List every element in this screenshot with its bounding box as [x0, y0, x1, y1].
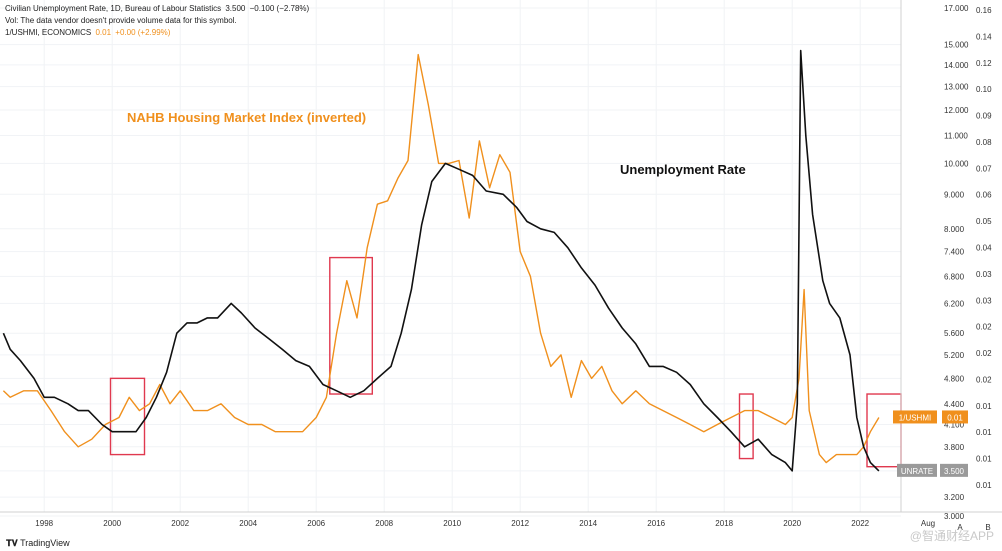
right-tick-label: 0.14	[976, 32, 992, 41]
x-tick-label: 1998	[35, 519, 53, 528]
time-axis[interactable]: 1998 2000 2002 2004 2006 2008 2010 2012 2014 2016…	[35, 519, 935, 528]
nahb-line	[2, 53, 880, 464]
left-tick-label: 10.000	[944, 159, 969, 168]
unrate-line	[2, 49, 880, 472]
left-tick-label: 5.600	[944, 329, 965, 338]
left-tick-label: 3.000	[944, 512, 965, 521]
right-tick-label: 0.05	[976, 217, 992, 226]
x-tick-label: 2000	[103, 519, 121, 528]
left-tick-label: 3.200	[944, 493, 965, 502]
grid-lines	[0, 0, 901, 517]
annotation-unrate: Unemployment Rate	[620, 162, 746, 177]
tradingview-logo-icon: 𝐓𝐕	[6, 538, 18, 548]
x-tick-label: 2018	[715, 519, 733, 528]
last-value-tags: 1/USHMI 0.01 UNRATE 3.500	[893, 410, 968, 477]
tradingview-label: TradingView	[20, 538, 70, 548]
left-tick-label: 9.000	[944, 190, 965, 199]
right-tick-label: 0.09	[976, 112, 992, 121]
right-col-label: B	[985, 523, 990, 532]
right-tick-label: 0.03	[976, 270, 992, 279]
legend-nahb-symbol: 1/USHMI, ECONOMICS	[5, 28, 92, 37]
right-tick-label: 0.02	[976, 323, 992, 332]
unrate-value-tag-label: 3.500	[944, 467, 965, 476]
legend-unrate-change: −0.100 (−2.78%)	[249, 4, 310, 13]
left-tick-label: 6.800	[944, 272, 965, 281]
series-lines	[2, 49, 880, 472]
right-tick-label: 0.06	[976, 191, 992, 200]
left-tick-label: 11.000	[944, 131, 968, 140]
x-tick-label: 2010	[443, 519, 461, 528]
legend-unrate-title: Civilian Unemployment Rate, 1D, Bureau o…	[5, 4, 222, 13]
highlight-box-3	[738, 393, 754, 460]
x-tick-label: 2022	[851, 519, 869, 528]
left-tick-label: 4.400	[944, 400, 965, 409]
right-tick-label: 0.02	[976, 349, 992, 358]
right-tick-label: 0.12	[976, 59, 992, 68]
right-col-label: A	[957, 523, 963, 532]
x-tick-label: 2016	[647, 519, 665, 528]
nahb-value-tag	[942, 410, 968, 424]
left-tick-label: 7.400	[944, 248, 965, 257]
x-tick-label: 2020	[783, 519, 801, 528]
annotation-nahb: NAHB Housing Market Index (inverted)	[127, 110, 366, 125]
legend-volume-note: Vol: The data vendor doesn't provide vol…	[5, 16, 237, 25]
legend-nahb-change: +0.00 (+2.99%)	[115, 28, 171, 37]
highlight-boxes	[109, 256, 902, 468]
right-tick-label: 0.02	[976, 375, 992, 384]
nahb-name-tag	[893, 410, 937, 424]
highlight-box-1	[109, 377, 146, 456]
unrate-name-tag-label: UNRATE	[901, 467, 933, 476]
unrate-value-tag	[940, 463, 968, 477]
left-tick-label: 15.000	[944, 41, 969, 50]
right-tick-label: 0.01	[976, 402, 992, 411]
left-tick-label: 5.200	[944, 351, 965, 360]
tradingview-brand[interactable]: 𝐓𝐕 TradingView	[6, 538, 70, 549]
nahb-name-tag-label: 1/USHMI	[899, 413, 931, 422]
x-tick-label: 2008	[375, 519, 393, 528]
legend-line-unrate[interactable]: Civilian Unemployment Rate, 1D, Bureau o…	[5, 4, 311, 13]
left-tick-label: 17.000	[944, 4, 969, 13]
right-tick-label: 0.10	[976, 85, 992, 94]
left-tick-label: 3.800	[944, 443, 965, 452]
x-tick-label: 2014	[579, 519, 597, 528]
right-tick-label: 0.07	[976, 164, 992, 173]
right-tick-label: 0.03	[976, 296, 992, 305]
right-tick-label: 0.01	[976, 428, 992, 437]
left-tick-label: 8.000	[944, 225, 965, 234]
right-price-scale[interactable]: 0.16 0.14 0.12 0.10 0.09 0.08 0.07 0.06 0.05 0.04…	[957, 6, 992, 532]
x-tick-label: Aug	[921, 519, 935, 528]
x-tick-label: 2004	[239, 519, 257, 528]
legend-nahb-value: 0.01	[95, 28, 112, 37]
nahb-value-tag-label: 0.01	[947, 413, 963, 422]
right-tick-label: 0.16	[976, 6, 992, 15]
left-tick-label: 13.000	[944, 83, 969, 92]
x-tick-label: 2006	[307, 519, 325, 528]
highlight-box-2	[329, 256, 373, 395]
annotations: NAHB Housing Market Index (inverted) Unem…	[127, 110, 746, 177]
watermark: @智通财经APP	[909, 529, 994, 543]
legend-unrate-value: 3.500	[225, 4, 246, 13]
legend-line-volume: Vol: The data vendor doesn't provide vol…	[5, 16, 239, 25]
x-tick-label: 2002	[171, 519, 189, 528]
legend-line-nahb[interactable]: 1/USHMI, ECONOMICS 0.01 +0.00 (+2.99%)	[5, 28, 172, 37]
left-tick-label: 14.000	[944, 61, 969, 70]
right-tick-label: 0.04	[976, 244, 992, 253]
left-tick-label: 4.800	[944, 374, 965, 383]
left-tick-label: 12.000	[944, 106, 969, 115]
left-tick-label: 4.100	[944, 421, 965, 430]
left-tick-label: 6.200	[944, 299, 965, 308]
unrate-name-tag	[897, 463, 937, 477]
right-tick-label: 0.08	[976, 138, 992, 147]
right-tick-label: 0.01	[976, 455, 992, 464]
right-tick-label: 0.01	[976, 481, 992, 490]
x-tick-label: 2012	[511, 519, 529, 528]
